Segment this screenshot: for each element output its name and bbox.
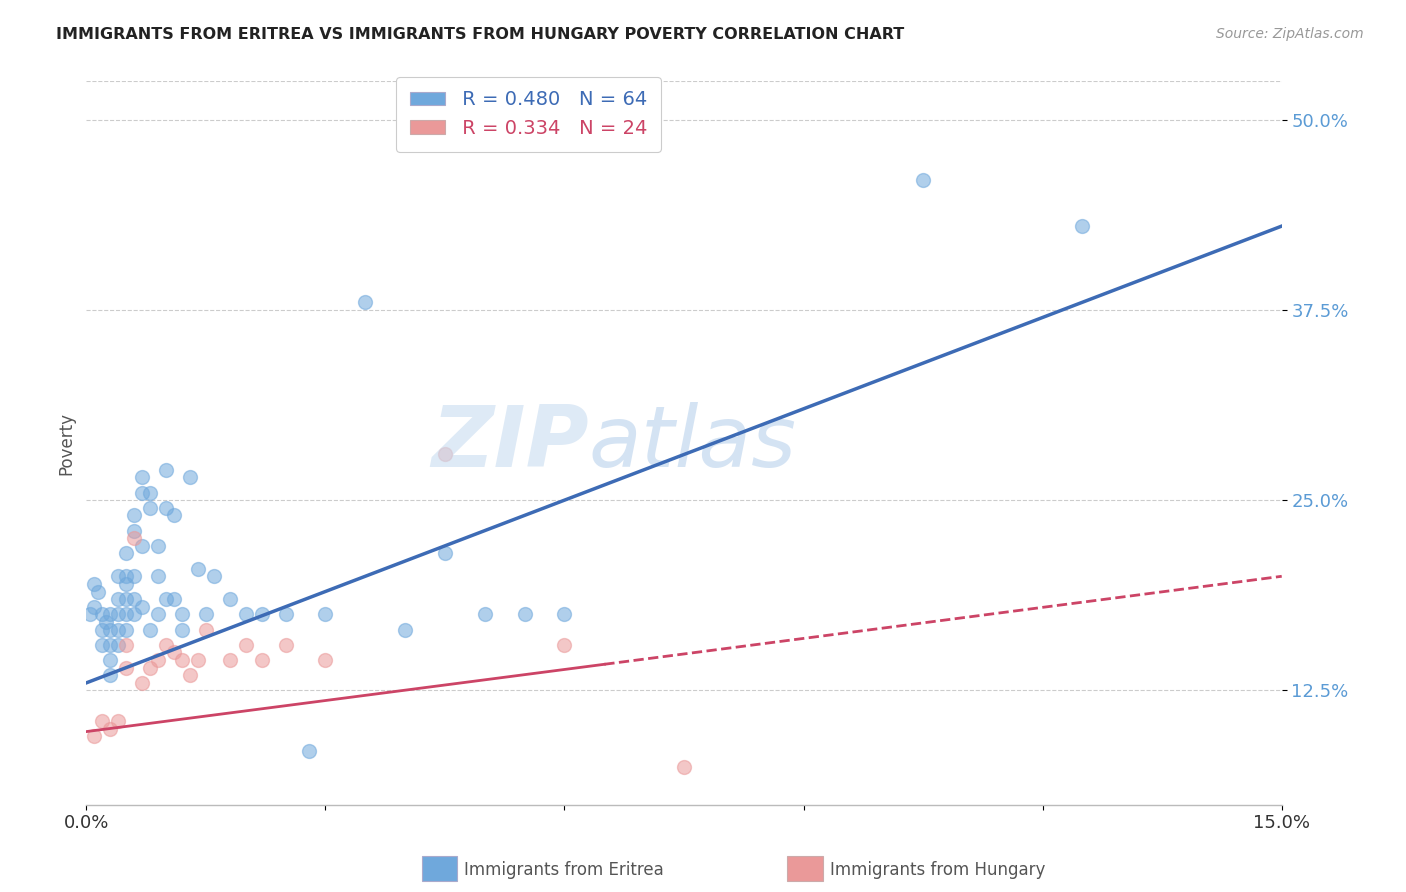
Point xyxy=(274,638,297,652)
Point xyxy=(122,592,145,607)
Text: ZIP: ZIP xyxy=(430,401,588,484)
Point xyxy=(194,607,217,622)
Point xyxy=(163,508,186,523)
Point xyxy=(115,623,138,637)
Point xyxy=(250,653,273,667)
Point xyxy=(115,577,138,591)
Point xyxy=(314,653,336,667)
Point xyxy=(155,500,177,515)
Text: Immigrants from Eritrea: Immigrants from Eritrea xyxy=(464,861,664,879)
Point xyxy=(170,607,193,622)
Point xyxy=(98,623,121,637)
Y-axis label: Poverty: Poverty xyxy=(58,411,75,475)
Point xyxy=(79,607,101,622)
Point xyxy=(912,173,935,187)
Point xyxy=(202,569,225,583)
Point xyxy=(274,607,297,622)
Point xyxy=(131,470,153,484)
Point xyxy=(155,463,177,477)
Point xyxy=(1071,219,1094,233)
Point xyxy=(179,668,201,682)
Point xyxy=(179,470,201,484)
Point xyxy=(122,508,145,523)
Point xyxy=(115,660,138,674)
Point xyxy=(170,653,193,667)
Point xyxy=(98,722,121,736)
Point xyxy=(131,485,153,500)
Point xyxy=(354,295,377,310)
Point xyxy=(433,448,456,462)
Point xyxy=(107,607,129,622)
Point xyxy=(83,599,105,614)
Point xyxy=(83,577,105,591)
Point xyxy=(170,623,193,637)
Point xyxy=(98,668,121,682)
Point xyxy=(131,539,153,553)
Point xyxy=(250,607,273,622)
Point xyxy=(115,638,138,652)
Point xyxy=(107,592,129,607)
Point xyxy=(672,759,695,773)
Point xyxy=(553,607,575,622)
Point xyxy=(96,615,118,629)
Point xyxy=(122,524,145,538)
Point xyxy=(115,592,138,607)
Point xyxy=(115,607,138,622)
Point xyxy=(146,539,169,553)
Point xyxy=(91,607,114,622)
Point xyxy=(146,569,169,583)
Point xyxy=(394,623,416,637)
Point xyxy=(122,531,145,545)
Point xyxy=(298,744,321,758)
Point xyxy=(115,569,138,583)
Point xyxy=(155,638,177,652)
Point xyxy=(115,546,138,560)
Text: Immigrants from Hungary: Immigrants from Hungary xyxy=(830,861,1045,879)
Point xyxy=(194,623,217,637)
Point xyxy=(235,607,257,622)
Point xyxy=(163,592,186,607)
Point xyxy=(433,546,456,560)
Point xyxy=(91,714,114,728)
Point xyxy=(155,592,177,607)
Point xyxy=(139,485,162,500)
Point xyxy=(139,660,162,674)
Text: IMMIGRANTS FROM ERITREA VS IMMIGRANTS FROM HUNGARY POVERTY CORRELATION CHART: IMMIGRANTS FROM ERITREA VS IMMIGRANTS FR… xyxy=(56,27,904,42)
Point xyxy=(139,500,162,515)
Point xyxy=(122,607,145,622)
Point xyxy=(553,638,575,652)
Point xyxy=(235,638,257,652)
Point xyxy=(187,653,209,667)
Point xyxy=(163,645,186,659)
Point xyxy=(131,676,153,690)
Point xyxy=(107,569,129,583)
Point xyxy=(131,599,153,614)
Point xyxy=(513,607,536,622)
Point xyxy=(218,592,240,607)
Point xyxy=(98,638,121,652)
Point xyxy=(122,569,145,583)
Point xyxy=(139,623,162,637)
Point xyxy=(107,714,129,728)
Point xyxy=(91,638,114,652)
Point xyxy=(474,607,496,622)
Text: Source: ZipAtlas.com: Source: ZipAtlas.com xyxy=(1216,27,1364,41)
Point xyxy=(314,607,336,622)
Point xyxy=(146,653,169,667)
Point xyxy=(91,623,114,637)
Point xyxy=(107,623,129,637)
Point xyxy=(87,584,110,599)
Point xyxy=(187,562,209,576)
Point xyxy=(98,607,121,622)
Point xyxy=(218,653,240,667)
Point xyxy=(146,607,169,622)
Point xyxy=(83,729,105,743)
Point xyxy=(98,653,121,667)
Text: atlas: atlas xyxy=(588,401,796,484)
Legend:  R = 0.480   N = 64,  R = 0.334   N = 24: R = 0.480 N = 64, R = 0.334 N = 24 xyxy=(396,77,661,152)
Point xyxy=(107,638,129,652)
